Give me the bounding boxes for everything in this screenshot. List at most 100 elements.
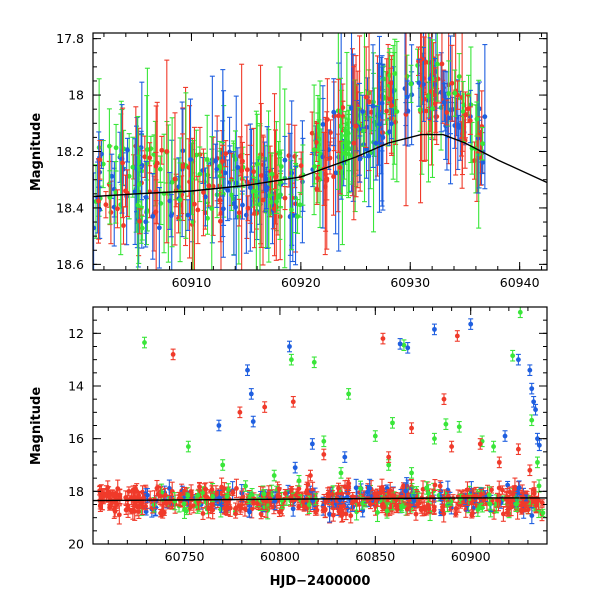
bottom-data-point-red [391, 493, 396, 498]
top-data-point-blue [283, 158, 288, 163]
top-data-point-red [283, 196, 288, 201]
top-data-point-red [240, 159, 245, 164]
bottom-data-point-red [465, 495, 470, 500]
top-data-point-red [338, 165, 343, 170]
bottom-data-point-red [140, 504, 145, 509]
top-data-point-blue [288, 214, 293, 219]
top-data-point-blue [357, 157, 362, 162]
top-data-point-red [103, 202, 108, 207]
top-data-point-green [405, 74, 410, 79]
bottom-data-point-red [133, 486, 138, 491]
top-data-point-blue [389, 121, 394, 126]
bottom-data-point-red [115, 486, 120, 491]
top-data-point-green [430, 106, 435, 111]
top-data-point-red [207, 184, 212, 189]
bottom-data-point-red [326, 492, 331, 497]
top-data-point-red [218, 219, 223, 224]
top-y-tick-label: 18.4 [56, 200, 84, 215]
bottom-data-point-red [389, 504, 394, 509]
bottom-data-point-blue [291, 506, 296, 511]
bottom-data-point-red [98, 503, 103, 508]
top-data-point-red [195, 208, 200, 213]
bottom-data-point-red [340, 510, 345, 515]
bottom-data-point-green [443, 422, 448, 427]
top-data-point-red [367, 99, 372, 104]
bottom-data-point-green [312, 360, 317, 365]
bottom-data-point-green [184, 509, 189, 514]
top-data-point-red [251, 169, 256, 174]
top-data-point-green [480, 141, 485, 146]
top-data-point-blue [366, 154, 371, 159]
bottom-data-point-green [432, 436, 437, 441]
top-data-point-green [107, 144, 112, 149]
bottom-data-point-green [185, 493, 190, 498]
top-data-point-red [444, 110, 449, 115]
top-data-point-red [201, 190, 206, 195]
top-data-point-blue [416, 80, 421, 85]
bottom-data-point-green [142, 340, 147, 345]
bottom-data-point-red [222, 506, 227, 511]
bottom-data-point-red [251, 501, 256, 506]
bottom-data-point-red [512, 487, 517, 492]
top-data-point-blue [157, 225, 162, 230]
top-data-point-green [392, 71, 397, 76]
top-y-axis-title: Magnitude [29, 113, 44, 192]
bottom-data-point-green [182, 501, 187, 506]
top-data-point-red [237, 210, 242, 215]
bottom-data-point-green [196, 493, 201, 498]
top-y-tick-label: 18 [68, 88, 84, 103]
top-data-point-green [446, 91, 451, 96]
bottom-data-point-red [108, 504, 113, 509]
bottom-data-point-green [346, 392, 351, 397]
top-data-point-red [422, 97, 427, 102]
bottom-data-point-red [102, 492, 107, 497]
top-data-point-green [278, 151, 283, 156]
top-data-point-green [474, 117, 479, 122]
bottom-data-point-red [536, 498, 541, 503]
bottom-data-point-green [537, 484, 542, 489]
top-data-point-red [109, 210, 114, 215]
top-data-point-red [147, 155, 152, 160]
top-data-point-blue [360, 109, 365, 114]
top-data-point-red [159, 148, 164, 153]
top-data-point-green [130, 165, 135, 170]
bottom-data-point-red [489, 487, 494, 492]
top-data-point-red [120, 160, 125, 165]
top-data-point-green [312, 147, 317, 152]
top-x-tick-label: 60930 [390, 275, 430, 290]
top-data-point-green [140, 226, 145, 231]
bottom-data-point-red [177, 493, 182, 498]
top-data-point-blue [377, 122, 382, 127]
top-data-point-red [429, 89, 434, 94]
bottom-data-point-green [289, 357, 294, 362]
top-data-point-green [409, 81, 414, 86]
top-data-point-red [246, 206, 251, 211]
bottom-data-point-green [210, 494, 215, 499]
bottom-data-point-red [454, 506, 459, 511]
top-data-point-blue [200, 168, 205, 173]
bottom-data-point-green [457, 424, 462, 429]
top-data-point-blue [233, 205, 238, 210]
bottom-data-point-red [160, 509, 165, 514]
top-data-point-green [381, 77, 386, 82]
bottom-data-point-red [440, 507, 445, 512]
bottom-data-point-red [534, 503, 539, 508]
top-data-point-blue [120, 156, 125, 161]
top-data-point-red [153, 210, 158, 215]
bottom-data-point-red [239, 506, 244, 511]
bottom-data-point-red [219, 485, 224, 490]
bottom-data-point-green [426, 491, 431, 496]
bottom-data-point-blue [517, 485, 522, 490]
top-data-point-blue [235, 165, 240, 170]
top-data-point-blue [380, 135, 385, 140]
bottom-data-point-red [208, 506, 213, 511]
top-data-point-green [343, 133, 348, 138]
bottom-data-point-green [358, 486, 363, 491]
top-data-point-blue [225, 188, 230, 193]
bottom-data-points [97, 307, 545, 524]
bottom-data-point-red [432, 505, 437, 510]
top-data-point-red [220, 159, 225, 164]
top-data-point-green [452, 91, 457, 96]
